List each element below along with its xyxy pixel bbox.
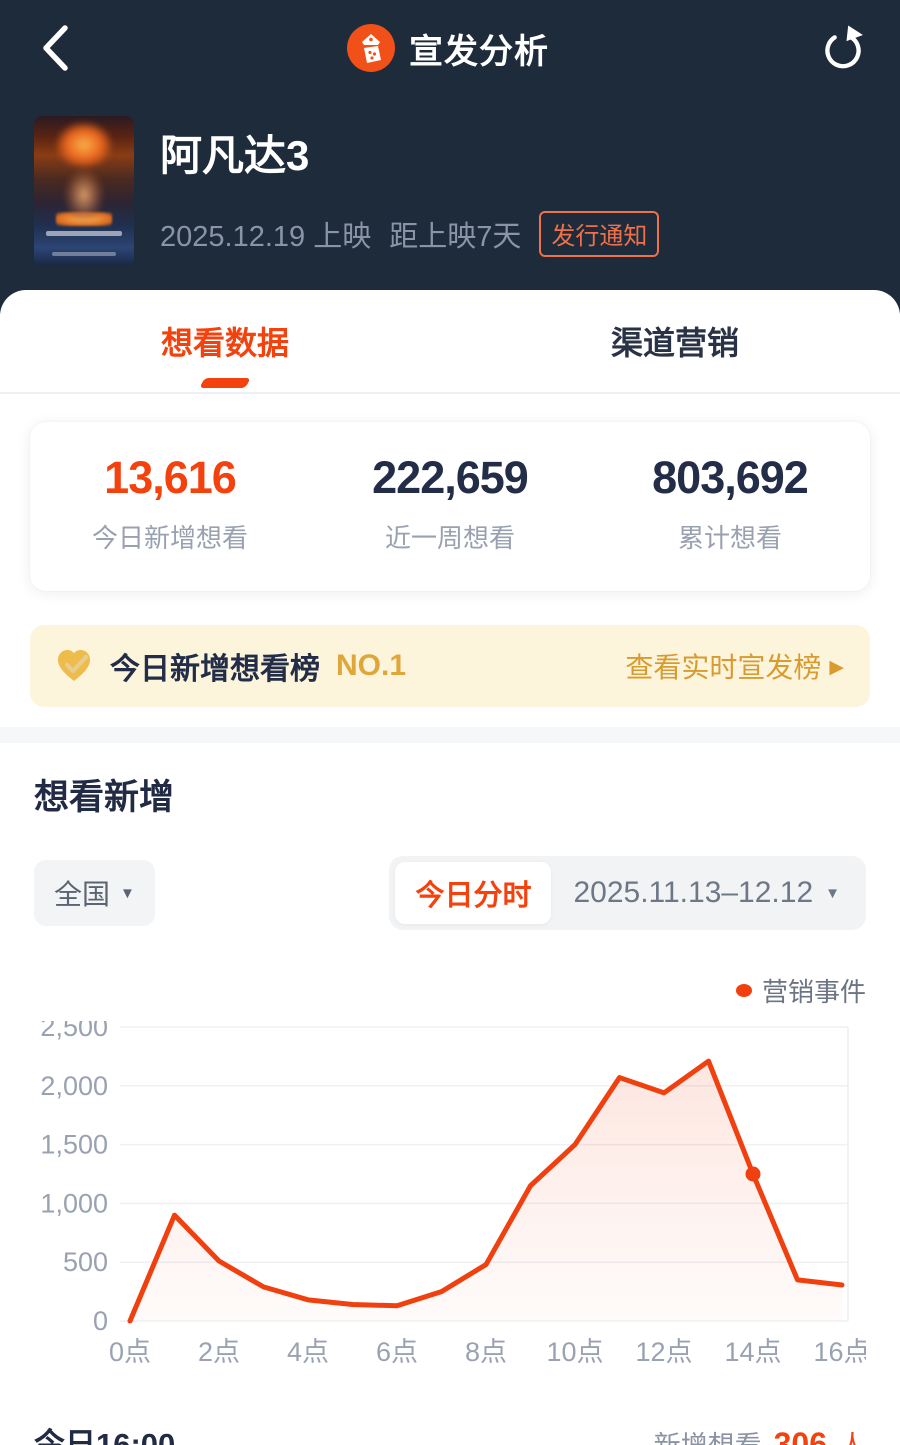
svg-text:12点: 12点 (635, 1337, 692, 1367)
release-notice-badge[interactable]: 发行通知 (539, 211, 660, 257)
svg-text:1,000: 1,000 (40, 1188, 108, 1218)
svg-text:1,500: 1,500 (40, 1130, 108, 1160)
marketing-event-marker (745, 1166, 761, 1182)
banner-arrow-icon: ▶ (829, 656, 844, 678)
svg-text:500: 500 (63, 1247, 108, 1277)
stats-card: 13,616 今日新增想看 222,659 近一周想看 803,692 累计想看 (30, 422, 870, 591)
today-hourly-button[interactable]: 今日分时 (395, 862, 552, 924)
marketing-event-dot-icon (735, 984, 752, 997)
refresh-button[interactable] (816, 21, 870, 75)
tab-bar: 想看数据 渠道营销 (0, 290, 900, 394)
svg-text:2点: 2点 (198, 1337, 240, 1367)
movie-info: 阿凡达3 2025.12.19 上映 距上映7天 发行通知 (0, 96, 900, 266)
stat-today-new-label: 今日新增想看 (91, 523, 248, 553)
svg-text:2,500: 2,500 (40, 1021, 108, 1042)
view-realtime-ranking-link[interactable]: 查看实时宣发榜 ▶ (625, 646, 844, 686)
svg-text:6点: 6点 (376, 1337, 418, 1367)
heart-check-icon (58, 650, 90, 681)
tab-channel-marketing-label: 渠道营销 (610, 325, 739, 361)
readout-unit: 人 (839, 1424, 866, 1445)
ranking-banner-title: 今日新增想看榜 (110, 653, 320, 686)
region-filter-dropdown[interactable]: 全国 ▼ (34, 860, 155, 926)
wish-trend-section: 想看新增 全国 ▼ 今日分时 2025.11.13–12.12 ▼ 营销事件 0… (0, 743, 900, 1373)
ranking-banner: 今日新增想看榜 NO.1 查看实时宣发榜 ▶ (30, 625, 870, 707)
time-range-control: 今日分时 2025.11.13–12.12 ▼ (389, 856, 866, 930)
movie-poster[interactable] (34, 116, 134, 266)
stat-week-label: 近一周想看 (384, 523, 515, 553)
back-chevron-icon (43, 25, 68, 71)
section-separator (0, 727, 900, 743)
date-range-caret-icon: ▼ (825, 884, 840, 902)
release-countdown: 距上映7天 (389, 221, 522, 253)
svg-text:14点: 14点 (724, 1337, 781, 1367)
ranking-banner-rank: NO.1 (336, 649, 407, 682)
stat-week-value: 222,659 (372, 452, 529, 503)
svg-text:0点: 0点 (109, 1337, 151, 1367)
content-sheet: 想看数据 渠道营销 13,616 今日新增想看 222,659 近一周想看 80… (0, 290, 900, 1445)
refresh-icon (825, 25, 863, 69)
svg-text:8点: 8点 (465, 1337, 507, 1367)
stat-today-new-value: 13,616 (104, 452, 237, 503)
view-realtime-ranking-label: 查看实时宣发榜 (625, 652, 822, 683)
stat-week: 222,659 近一周想看 (310, 452, 590, 555)
stat-total: 803,692 累计想看 (590, 452, 870, 555)
filter-row: 全国 ▼ 今日分时 2025.11.13–12.12 ▼ (34, 856, 866, 930)
header: 宣发分析 阿凡达3 2025.12.19 上映 距上映7天 发行通知 (0, 0, 900, 314)
title-group: 宣发分析 (347, 24, 549, 73)
svg-text:16点: 16点 (813, 1337, 866, 1367)
wish-trend-chart[interactable]: 0 500 1,000 1,500 2,000 2,500 0点 2点 4点 6点 8点 10点 12点… (34, 1021, 866, 1373)
readout-label: 新增想看 (654, 1424, 762, 1445)
app-logo-icon (347, 24, 395, 72)
readout-time: 今日16:00 (34, 1427, 176, 1445)
readout-value: 306 (773, 1426, 827, 1445)
chart-legend: 营销事件 (34, 972, 866, 1009)
tab-channel-marketing[interactable]: 渠道营销 (450, 290, 900, 392)
date-range-dropdown[interactable]: 2025.11.13–12.12 ▼ (551, 876, 860, 910)
page-title: 宣发分析 (409, 32, 549, 71)
stat-today-new: 13,616 今日新增想看 (30, 452, 310, 555)
chart-readout: 今日16:00 新增想看 306 人 (0, 1373, 900, 1445)
date-range-label: 2025.11.13–12.12 (573, 876, 814, 909)
movie-title: 阿凡达3 (160, 132, 310, 179)
tab-wish-data-label: 想看数据 (160, 325, 289, 361)
region-filter-label: 全国 (54, 879, 111, 910)
svg-text:2,000: 2,000 (40, 1071, 108, 1101)
svg-text:10点: 10点 (546, 1337, 603, 1367)
line-chart-canvas: 0 500 1,000 1,500 2,000 2,500 0点 2点 4点 6点 8点 10点 12点… (40, 1021, 866, 1367)
svg-text:4点: 4点 (287, 1337, 329, 1367)
region-caret-icon: ▼ (120, 884, 135, 902)
release-date: 2025.12.19 上映 (160, 221, 372, 253)
tab-wish-data[interactable]: 想看数据 (0, 290, 450, 392)
section-title: 想看新增 (34, 778, 175, 817)
movie-meta: 阿凡达3 2025.12.19 上映 距上映7天 发行通知 (160, 116, 660, 266)
active-tab-underline (199, 378, 251, 388)
stat-total-value: 803,692 (652, 452, 809, 503)
stat-total-label: 累计想看 (677, 523, 782, 553)
marketing-event-label: 营销事件 (761, 977, 866, 1007)
top-bar: 宣发分析 (0, 0, 900, 96)
back-button[interactable] (30, 23, 80, 73)
svg-text:0: 0 (93, 1306, 108, 1336)
